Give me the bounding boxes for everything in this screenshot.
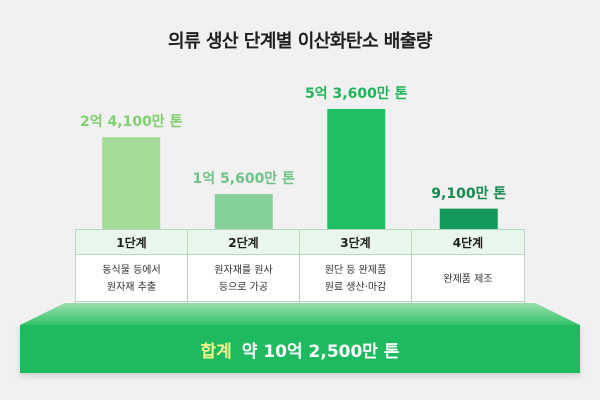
stage-description-2: 원자재를 원사 등으로 가공 <box>188 255 300 303</box>
stage-header-2: 2단계 <box>188 230 300 255</box>
stage-header-3: 3단계 <box>300 230 412 255</box>
stage-table: 1단계 2단계 3단계 4단계 동식물 등에서 원자재 추출 원자재를 원사 등… <box>75 229 525 303</box>
stage-header-4: 4단계 <box>412 230 524 255</box>
bars-group <box>102 109 498 229</box>
bar-stage-4 <box>439 208 498 229</box>
bar-stage-3 <box>327 109 386 229</box>
bar-value-label-1: 2억 4,100만 톤 <box>80 114 183 131</box>
bar-value-label-3: 5억 3,600만 톤 <box>305 86 408 102</box>
total-label: 합계 <box>200 341 232 362</box>
chart-title: 의류 생산 단계별 이산화탄소 배출량 <box>168 31 432 52</box>
bar-stage-2 <box>214 194 273 229</box>
bar-stage-1 <box>102 137 161 229</box>
total-value: 약 10억 2,500만 톤 <box>241 341 400 362</box>
total-base-bevel <box>20 303 580 325</box>
bar-value-label-2: 1억 5,600만 톤 <box>192 171 295 188</box>
stage-header-1: 1단계 <box>76 230 188 255</box>
stage-description-4: 완제품 제조 <box>443 273 493 285</box>
stage-description-3: 원단 등 완제품 원료 생산·마감 <box>300 255 412 303</box>
bar-value-label-4: 9,100만 톤 <box>431 185 507 202</box>
total-banner: 합계 약 10억 2,500만 톤 <box>20 325 580 373</box>
stage-description-1: 동식물 등에서 원자재 추출 <box>76 255 188 303</box>
